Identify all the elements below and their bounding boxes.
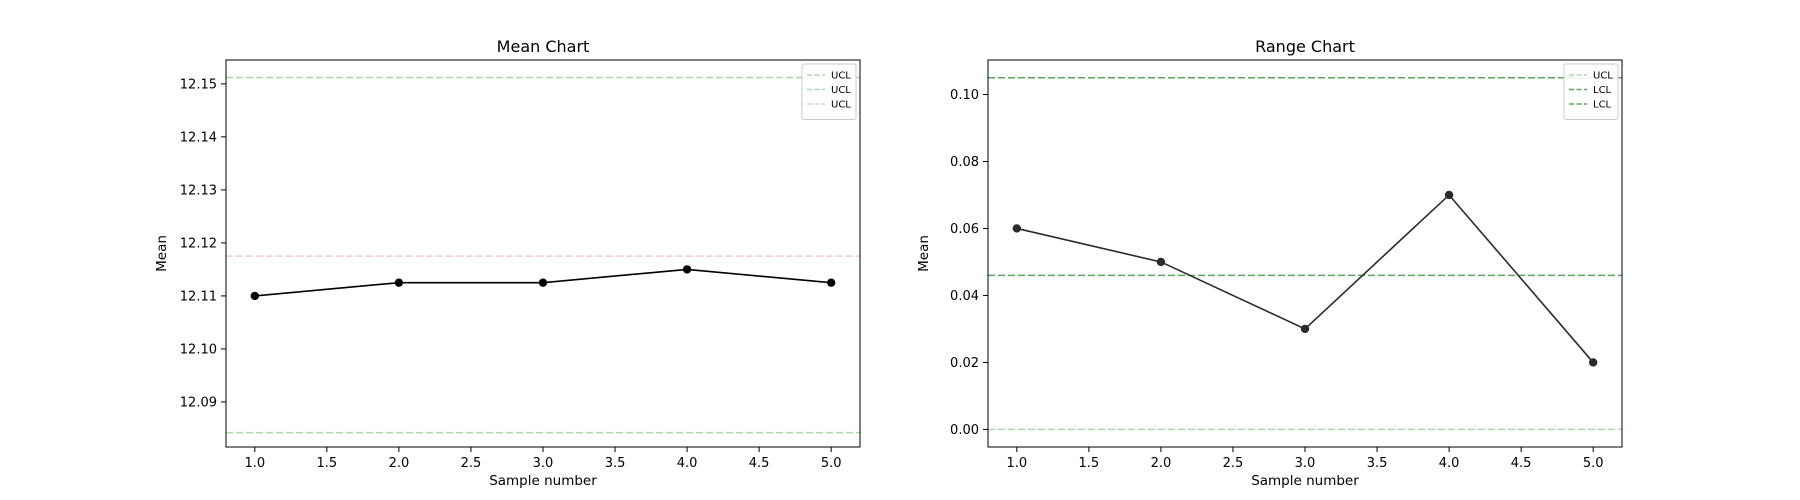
legend-label: UCL — [831, 85, 851, 96]
x-tick-label: 3.5 — [605, 456, 626, 471]
x-tick-label: 2.5 — [1223, 456, 1244, 471]
legend-box — [1563, 63, 1619, 120]
y-tick-label: 12.09 — [180, 395, 217, 410]
x-tick-label: 3.5 — [1367, 456, 1388, 471]
data-point — [826, 278, 836, 287]
data-point — [250, 291, 260, 301]
x-tick-label: 4.0 — [677, 456, 698, 471]
y-tick-label: 12.10 — [180, 342, 217, 357]
x-tick-label: 5.0 — [821, 456, 842, 471]
data-point — [1444, 190, 1454, 200]
legend-label: UCL — [1593, 71, 1613, 82]
x-tick-label: 2.0 — [1151, 456, 1172, 471]
mean-chart: 1.0 1.5 2.0 2.5 3.0 3.5 4.0 4.5 5.0 12.09 12.10 12.… — [154, 37, 861, 489]
x-tick-label: 3.0 — [1295, 456, 1316, 471]
x-tick-label: 5.0 — [1583, 456, 1604, 471]
x-tick-label: 1.0 — [1006, 456, 1027, 471]
y-tick-label: 0.10 — [950, 88, 979, 103]
x-tick-label: 1.5 — [1079, 456, 1100, 471]
legend-label: UCL — [831, 71, 851, 82]
y-tick-label: 12.13 — [180, 183, 217, 198]
data-point — [538, 278, 548, 287]
y-tick-label: 0.06 — [950, 222, 979, 237]
data-point — [394, 278, 404, 287]
legend-label: LCL — [1593, 100, 1612, 111]
x-axis-label: Sample number — [1251, 473, 1359, 489]
y-tick-label: 0.08 — [950, 155, 979, 170]
x-tick-label: 2.5 — [461, 456, 482, 471]
data-point — [1156, 257, 1166, 267]
x-tick-label: 4.0 — [1439, 456, 1460, 471]
chart-title: Mean Chart — [497, 37, 590, 56]
legend-label: LCL — [1593, 85, 1612, 96]
y-axis-label: Mean — [154, 235, 170, 272]
data-point — [1012, 224, 1022, 233]
x-tick-label: 1.5 — [317, 456, 338, 471]
legend-box — [801, 63, 857, 120]
x-tick-label: 2.0 — [389, 456, 410, 471]
y-tick-label: 12.12 — [180, 236, 217, 251]
data-point — [1588, 358, 1598, 367]
y-tick-label: 0.00 — [950, 423, 979, 438]
x-tick-label: 1.0 — [244, 456, 265, 471]
range-chart: 1.0 1.5 2.0 2.5 3.0 3.5 4.0 4.5 5.0 0.00 0.02 0.04 0… — [916, 37, 1623, 489]
y-axis-label: Mean — [916, 235, 932, 272]
y-tick-label: 0.04 — [950, 289, 979, 304]
x-tick-label: 4.5 — [1511, 456, 1532, 471]
y-tick-label: 12.15 — [180, 77, 217, 92]
y-tick-label: 12.14 — [180, 130, 217, 145]
x-tick-label: 3.0 — [533, 456, 554, 471]
x-axis-label: Sample number — [489, 473, 597, 489]
data-point — [1300, 324, 1310, 334]
y-tick-label: 0.02 — [950, 356, 979, 371]
data-point — [682, 265, 692, 274]
legend-label: UCL — [831, 100, 851, 111]
y-tick-label: 12.11 — [180, 289, 217, 304]
x-tick-label: 4.5 — [749, 456, 770, 471]
chart-title: Range Chart — [1255, 37, 1355, 56]
